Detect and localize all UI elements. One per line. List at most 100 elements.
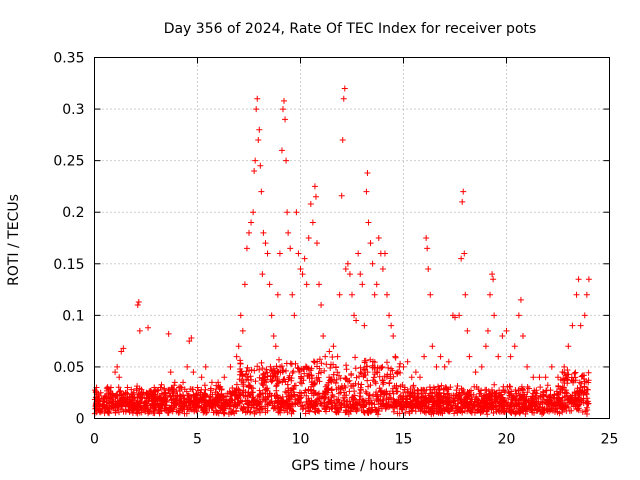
data-point — [283, 157, 290, 164]
data-point — [130, 389, 137, 396]
data-point — [260, 229, 267, 236]
data-point — [165, 330, 172, 337]
data-point — [266, 281, 273, 288]
data-point — [253, 106, 260, 113]
data-point — [441, 363, 448, 370]
data-point — [421, 353, 428, 360]
data-point — [221, 374, 228, 381]
noise-marks — [91, 354, 592, 418]
data-point — [251, 167, 258, 174]
y-tick-label: 0.05 — [53, 360, 84, 376]
x-axis-label: GPS time / hours — [291, 458, 408, 474]
data-point — [250, 209, 257, 216]
data-point — [326, 348, 333, 355]
data-point — [114, 363, 121, 370]
data-point — [279, 106, 286, 113]
data-point — [515, 312, 522, 319]
data-point — [429, 343, 436, 350]
y-tick-label: 0.25 — [53, 154, 84, 170]
data-point — [299, 271, 306, 278]
data-point — [281, 97, 288, 104]
data-point — [341, 85, 348, 92]
data-point — [530, 374, 537, 381]
data-point — [270, 332, 277, 339]
data-point — [318, 302, 325, 309]
x-tick-label: 25 — [601, 432, 619, 448]
data-point — [316, 281, 323, 288]
data-point — [101, 394, 108, 401]
data-point — [305, 235, 312, 241]
x-tick-label: 10 — [292, 432, 310, 448]
data-point — [134, 302, 141, 309]
x-tick-label: 20 — [498, 432, 516, 448]
data-point — [365, 219, 372, 226]
y-tick-label: 0 — [76, 412, 85, 428]
data-point — [359, 281, 366, 288]
data-point — [289, 291, 296, 298]
data-point — [452, 314, 458, 321]
data-point — [278, 147, 285, 154]
data-point — [293, 209, 300, 216]
data-point — [237, 312, 244, 319]
y-tick-label: 0.15 — [53, 257, 84, 273]
data-point — [581, 312, 588, 319]
data-point — [312, 193, 319, 200]
data-point — [338, 192, 345, 199]
data-point — [490, 276, 497, 283]
data-point — [400, 363, 407, 370]
data-point — [227, 363, 234, 370]
data-point — [459, 198, 466, 205]
data-point — [295, 250, 302, 257]
data-point — [171, 379, 178, 386]
data-point — [542, 374, 549, 381]
data-point — [268, 312, 275, 319]
y-tick-label: 0.2 — [62, 205, 84, 221]
data-point — [472, 369, 479, 376]
data-point — [503, 327, 510, 334]
data-point — [262, 240, 269, 247]
chart-title: Day 356 of 2024, Rate Of TEC Index for r… — [164, 21, 537, 37]
data-point — [344, 260, 351, 267]
data-point — [184, 363, 191, 370]
data-point — [464, 327, 471, 334]
data-point — [367, 240, 374, 247]
data-point — [120, 345, 127, 352]
data-point — [285, 229, 292, 236]
data-point — [97, 389, 104, 396]
data-point — [404, 358, 411, 365]
data-point — [322, 353, 329, 360]
data-point — [573, 291, 580, 298]
data-point — [427, 291, 434, 298]
data-point — [336, 291, 343, 298]
x-tick-label: 0 — [90, 432, 99, 448]
data-point — [575, 276, 582, 283]
data-point — [246, 229, 252, 236]
data-point — [241, 281, 248, 288]
y-tick-label: 0.3 — [62, 102, 84, 118]
data-point — [202, 363, 209, 370]
data-point — [461, 250, 468, 257]
data-point — [373, 281, 380, 288]
data-point — [254, 95, 261, 102]
noise-band — [91, 354, 592, 418]
data-point — [175, 384, 182, 391]
data-point — [386, 312, 393, 319]
data-point — [460, 188, 467, 195]
data-point — [369, 260, 376, 267]
data-point — [297, 265, 304, 272]
data-point — [363, 188, 370, 195]
data-point — [478, 363, 485, 370]
data-point — [340, 95, 347, 102]
data-point — [484, 327, 491, 334]
data-point — [136, 327, 143, 334]
data-point — [307, 200, 314, 207]
data-point — [243, 245, 250, 252]
data-point — [548, 363, 555, 370]
data-point — [135, 298, 142, 305]
data-point — [524, 363, 531, 370]
data-point — [180, 379, 187, 386]
data-point — [264, 250, 271, 257]
data-point — [258, 188, 265, 195]
data-point — [416, 374, 423, 381]
data-point — [364, 170, 371, 177]
